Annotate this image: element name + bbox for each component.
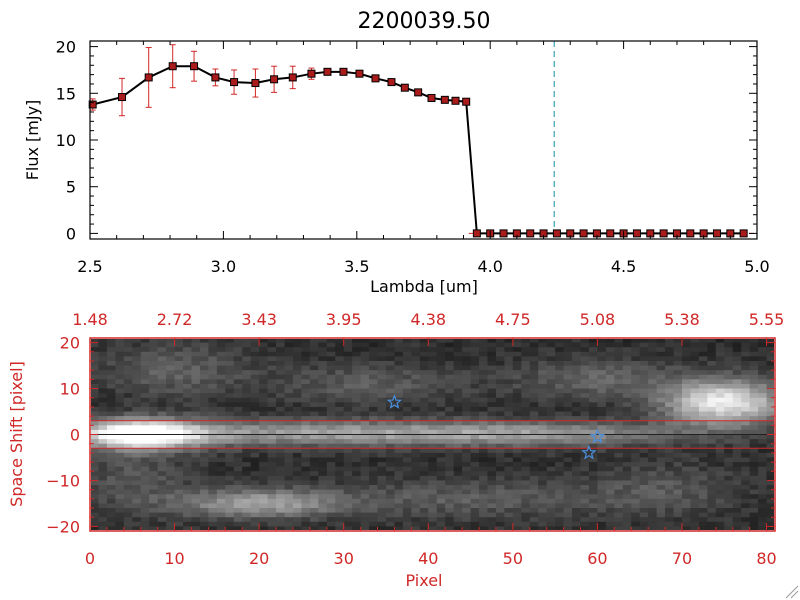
y-tick-label: 10 — [60, 380, 80, 399]
spectrum-y-ticks: 0 5 10 15 20 — [56, 38, 757, 243]
x-tick-label: 80 — [756, 549, 776, 568]
wavelength-tick-label: 5.08 — [580, 310, 616, 329]
data-point — [190, 62, 199, 71]
data-point — [414, 88, 423, 97]
data-point — [230, 78, 239, 87]
data-point — [288, 73, 297, 82]
image-y-label: Space Shift [pixel] — [7, 361, 26, 507]
data-point — [440, 95, 449, 104]
wavelength-tick-label: 4.75 — [495, 310, 531, 329]
x-tick-label: 5.0 — [744, 257, 769, 276]
wavelength-tick-label: 3.95 — [326, 310, 362, 329]
spectrum-image-overlay — [91, 394, 774, 460]
data-point — [144, 73, 153, 82]
image-top-wavelength-ticks: 1.48 2.72 3.43 3.95 4.38 4.75 5.08 5.38 5.55 — [72, 310, 784, 346]
spectrum-image — [91, 339, 774, 530]
data-point — [472, 229, 481, 238]
data-point — [339, 67, 348, 76]
data-point — [251, 79, 260, 88]
x-tick-label: 50 — [503, 549, 523, 568]
star-marker-icon — [581, 444, 597, 460]
data-point — [739, 229, 748, 238]
star-marker-icon — [589, 428, 606, 444]
wavelength-tick-label: 1.48 — [72, 310, 108, 329]
y-tick-label: 0 — [66, 224, 76, 243]
y-tick-label: 20 — [56, 38, 76, 57]
wavelength-tick-label: 4.38 — [410, 310, 446, 329]
data-point — [632, 229, 641, 238]
data-point — [168, 62, 177, 71]
data-point — [606, 229, 615, 238]
data-point — [659, 229, 668, 238]
data-point — [371, 74, 380, 83]
data-point — [526, 229, 535, 238]
y-tick-label: −10 — [46, 471, 80, 490]
data-point — [579, 229, 588, 238]
data-point — [400, 83, 409, 92]
x-tick-label: 60 — [587, 549, 607, 568]
spectrum-title: 2200039.50 — [358, 9, 491, 34]
data-point — [462, 97, 471, 106]
image-x-ticks: 0 10 20 30 40 50 60 70 80 — [85, 523, 777, 568]
spectrum-image-panel: 0 10 20 30 40 50 60 70 80 −20 −10 0 10 20 1.48 2.72 3.… — [7, 310, 784, 590]
x-tick-label: 10 — [164, 549, 184, 568]
data-point — [307, 69, 316, 78]
data-point — [118, 93, 127, 102]
y-tick-label: 15 — [56, 84, 76, 103]
spectrum-y-label: Flux [mJy] — [23, 100, 42, 181]
x-tick-label: 30 — [334, 549, 354, 568]
data-point — [552, 229, 561, 238]
data-point — [686, 229, 695, 238]
spectrum-x-ticks: 2.5 3.0 3.5 4.0 4.5 5.0 — [77, 41, 770, 276]
data-point — [355, 69, 364, 78]
resize-grip-icon[interactable] — [785, 585, 799, 599]
x-tick-label: 0 — [85, 549, 95, 568]
image-x-label: Pixel — [405, 571, 442, 590]
x-tick-label: 3.0 — [211, 257, 236, 276]
data-point — [88, 100, 97, 109]
image-y-ticks: −20 −10 0 10 20 — [46, 334, 775, 536]
data-point — [499, 229, 508, 238]
x-tick-label: 40 — [418, 549, 438, 568]
wavelength-tick-label: 5.55 — [749, 310, 785, 329]
y-tick-label: −20 — [46, 517, 80, 536]
x-tick-label: 3.5 — [344, 257, 369, 276]
wavelength-tick-label: 5.38 — [664, 310, 700, 329]
x-tick-label: 70 — [672, 549, 692, 568]
data-point — [211, 73, 220, 82]
data-point — [387, 78, 396, 87]
data-point — [270, 75, 279, 84]
spectrum-frame — [89, 40, 758, 240]
x-tick-label: 2.5 — [77, 257, 102, 276]
spectrum-panel: 2200039.50 2.5 3.0 3.5 4.0 4.5 5.0 0 5 10 15 20 L… — [23, 9, 770, 296]
wavelength-tick-label: 2.72 — [157, 310, 193, 329]
star-marker-icon — [386, 394, 403, 409]
data-point — [712, 229, 721, 238]
x-tick-label: 20 — [249, 549, 269, 568]
spectrum-plot-area — [88, 41, 757, 239]
data-point — [323, 67, 332, 76]
wavelength-tick-label: 3.43 — [241, 310, 277, 329]
x-tick-label: 4.5 — [611, 257, 636, 276]
spectrum-x-label: Lambda [um] — [370, 277, 478, 296]
y-tick-label: 20 — [60, 334, 80, 353]
y-tick-label: 10 — [56, 131, 76, 150]
y-tick-label: 5 — [66, 178, 76, 197]
x-tick-label: 4.0 — [477, 257, 502, 276]
data-point — [451, 96, 460, 105]
y-tick-label: 0 — [70, 426, 80, 445]
data-point — [427, 93, 436, 102]
